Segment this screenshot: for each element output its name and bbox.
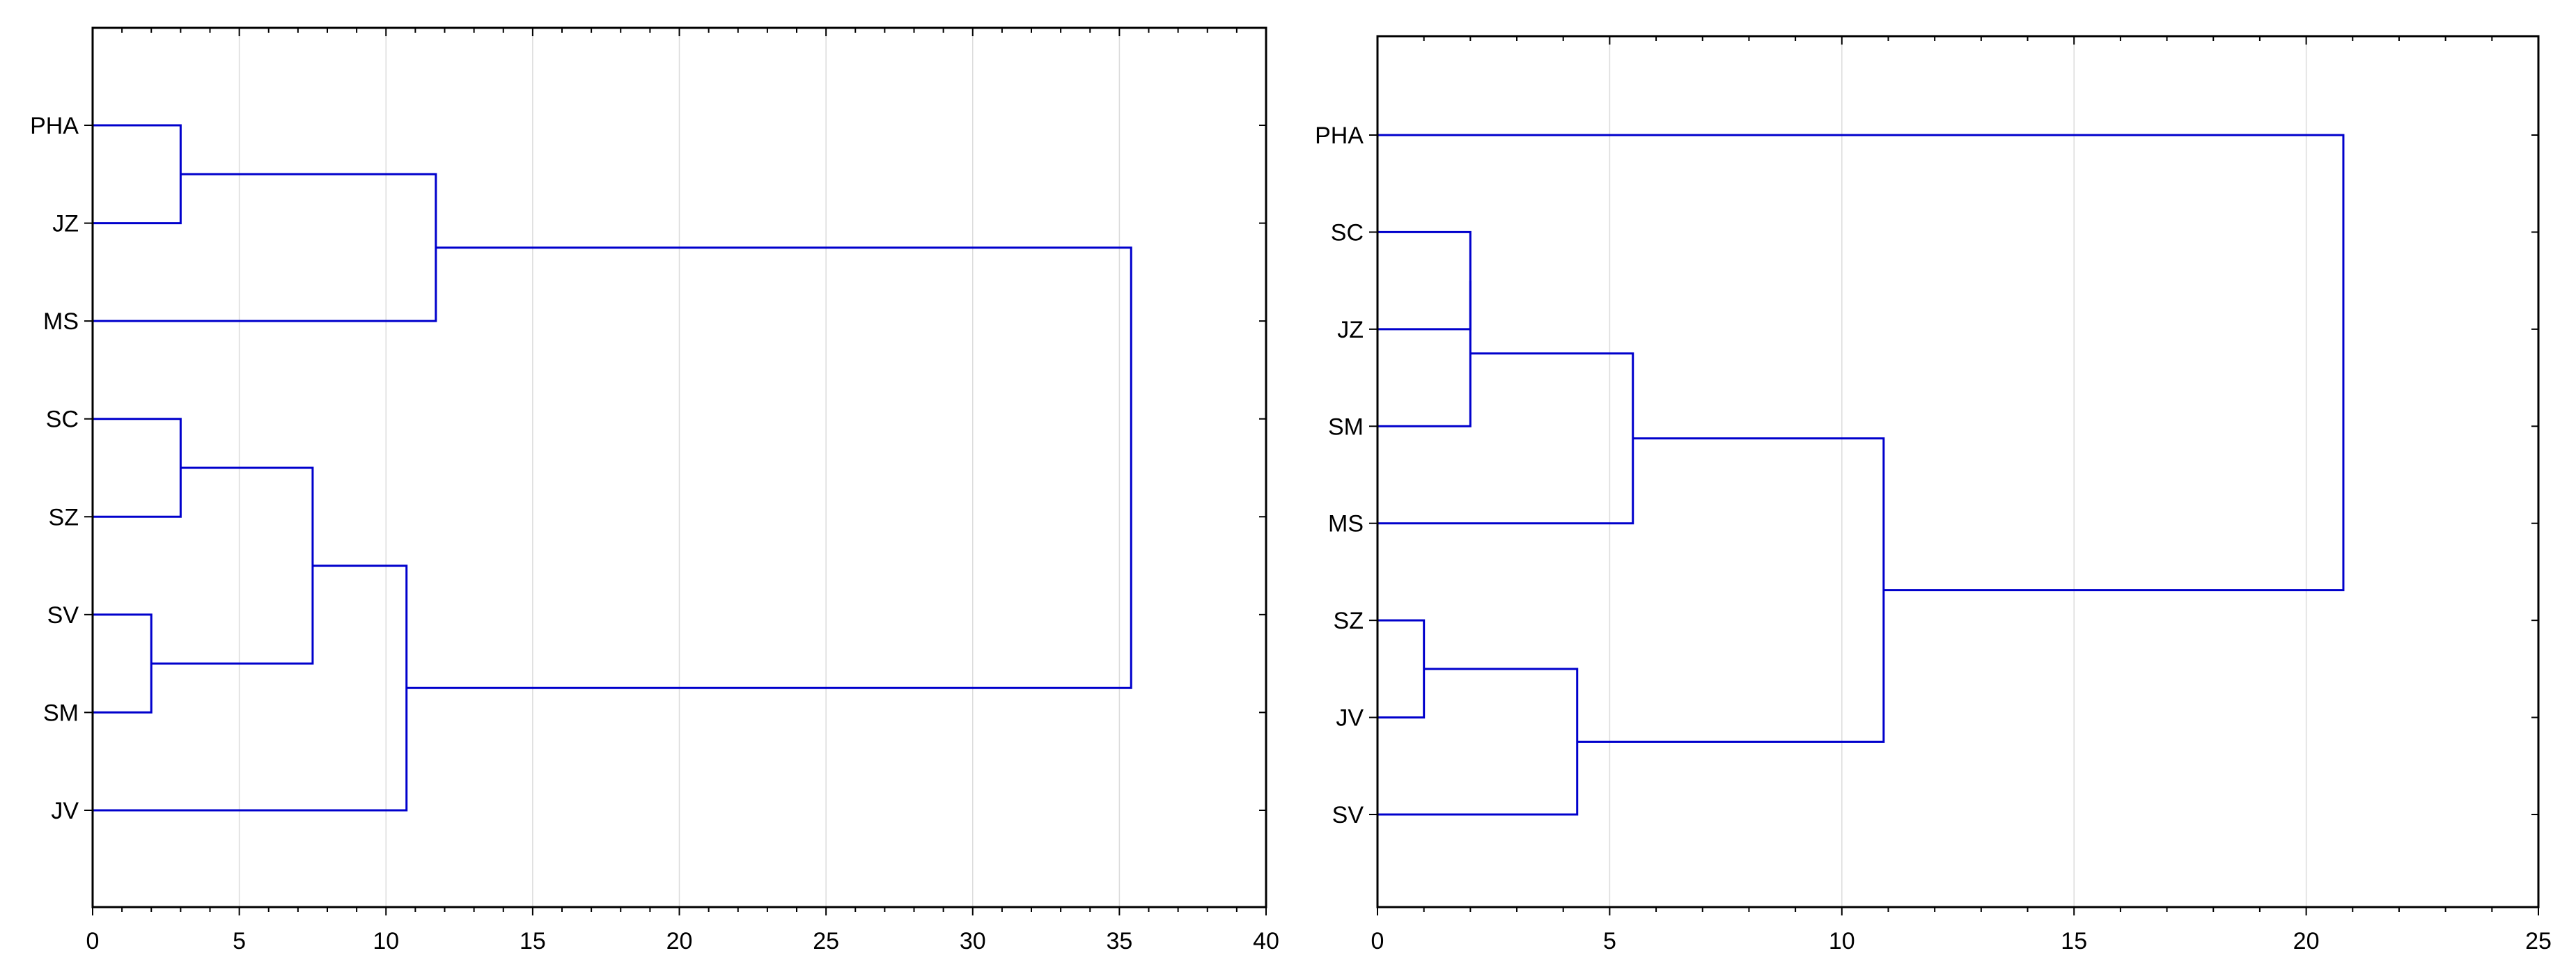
x-tick-label: 20: [666, 928, 693, 954]
plot-frame: [1376, 35, 2540, 908]
leaf-label: SV: [47, 602, 79, 629]
dendrogram-link: [93, 173, 437, 322]
x-tick-label: 40: [1253, 928, 1279, 954]
x-tick-label: 15: [520, 928, 546, 954]
leaf-label: SC: [46, 407, 79, 433]
x-tick-label: 35: [1106, 928, 1132, 954]
x-tick-label: 5: [233, 928, 246, 954]
dendrogram-link: [1377, 230, 1472, 331]
x-tick-label: 25: [2525, 928, 2552, 954]
x-tick-label: 10: [373, 928, 399, 954]
leaf-label: JZ: [52, 211, 79, 237]
leaf-label: SZ: [1334, 608, 1364, 634]
x-tick-label: 20: [2293, 928, 2320, 954]
dendrogram-link: [406, 246, 1132, 689]
leaf-label: JV: [51, 798, 79, 824]
dendrogram-link: [1377, 134, 2345, 592]
leaf-label: PHA: [1315, 123, 1364, 149]
dendrogram-link: [1577, 437, 1885, 743]
dendrogram-link: [93, 613, 153, 714]
x-tick-label: 15: [2061, 928, 2087, 954]
leaf-label: MS: [43, 308, 79, 335]
dendrogram-link: [151, 466, 314, 665]
x-tick-label: 0: [86, 928, 100, 954]
dendrogram-link: [93, 124, 182, 225]
dendrogram-link: [1377, 352, 1634, 525]
leaf-label: PHA: [30, 113, 79, 139]
x-tick-label: 5: [1603, 928, 1616, 954]
leaf-label: SC: [1331, 219, 1364, 246]
dendrogram-link: [1377, 619, 1426, 719]
dendrogram-link: [93, 418, 182, 518]
plot-frame: [91, 26, 1267, 908]
leaf-label: MS: [1328, 511, 1364, 537]
x-tick-label: 25: [813, 928, 839, 954]
x-tick-label: 30: [960, 928, 986, 954]
dendrogram-link: [1377, 668, 1579, 816]
leaf-label: SZ: [49, 504, 79, 530]
dendrogram-right: 0 5 10 15 20 25 PHA SC JZ SM MS SZ JV SV: [1315, 35, 2552, 954]
leaf-label: JZ: [1337, 317, 1364, 343]
x-tick-label: 0: [1371, 928, 1384, 954]
dendrogram-left: 0 5 10 15 20 25 30 35 40 PHA JZ MS SC SZ SV SM JV: [30, 26, 1279, 954]
leaf-label: SV: [1332, 802, 1364, 828]
leaf-label: SM: [1328, 414, 1364, 440]
dendrogram-link: [93, 565, 408, 812]
x-tick-label: 10: [1829, 928, 1855, 954]
dendrogram-link: [1377, 281, 1472, 427]
leaf-label: JV: [1336, 705, 1364, 732]
leaf-label: SM: [43, 700, 79, 726]
